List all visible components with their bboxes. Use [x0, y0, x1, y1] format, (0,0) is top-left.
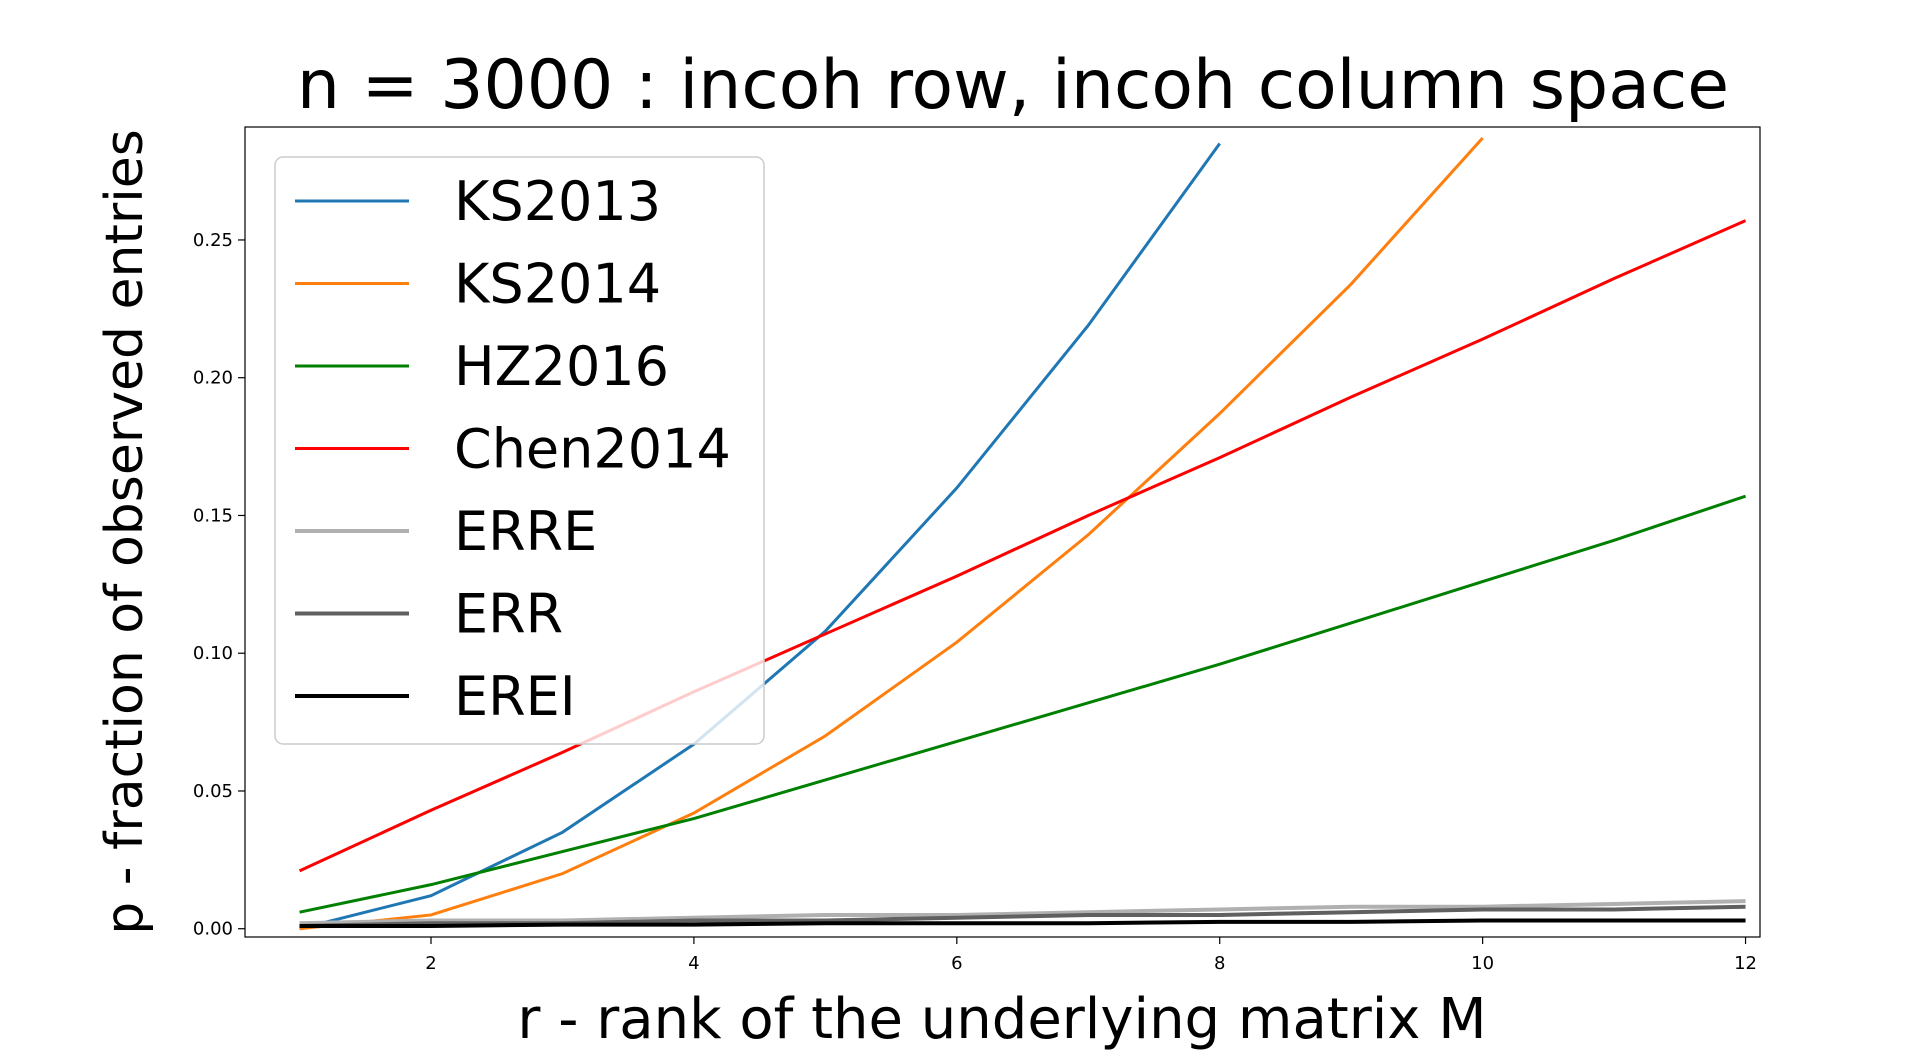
legend-box: [274, 156, 765, 745]
legend-label: EREI: [454, 665, 576, 728]
legend-label: ERR: [454, 583, 563, 646]
y-tick-label: 0.25: [193, 230, 233, 251]
series-line: [299, 494, 1747, 914]
x-tick-label: 6: [951, 953, 962, 974]
y-axis-label: p - fraction of observed entries: [95, 129, 155, 935]
legend-label: KS2014: [454, 253, 661, 316]
x-tick-label: 12: [1734, 953, 1757, 974]
y-tick-label: 0.00: [193, 919, 233, 940]
series-line: [298, 219, 1747, 873]
y-tick-label: 0.20: [193, 368, 233, 389]
legend-label: Chen2014: [454, 418, 731, 481]
legend-label: ERRE: [454, 500, 597, 563]
series-line: [299, 137, 1484, 931]
y-tick-label: 0.05: [193, 781, 233, 802]
y-tick-label: 0.15: [193, 505, 233, 526]
series-line: [299, 899, 1746, 926]
legend-label: HZ2016: [454, 335, 669, 398]
x-tick-label: 4: [688, 953, 699, 974]
legend-label: KS2013: [454, 170, 661, 233]
x-tick-label: 10: [1471, 953, 1494, 974]
plot-frame: [244, 126, 1761, 938]
x-axis-label: r - rank of the underlying matrix M: [517, 987, 1486, 1052]
chart-title: n = 3000 : incoh row, incoh column space: [297, 46, 1729, 125]
y-tick-label: 0.10: [193, 643, 233, 664]
x-tick-label: 8: [1214, 953, 1225, 974]
x-tick-label: 2: [425, 953, 436, 974]
series-line: [299, 918, 1746, 928]
